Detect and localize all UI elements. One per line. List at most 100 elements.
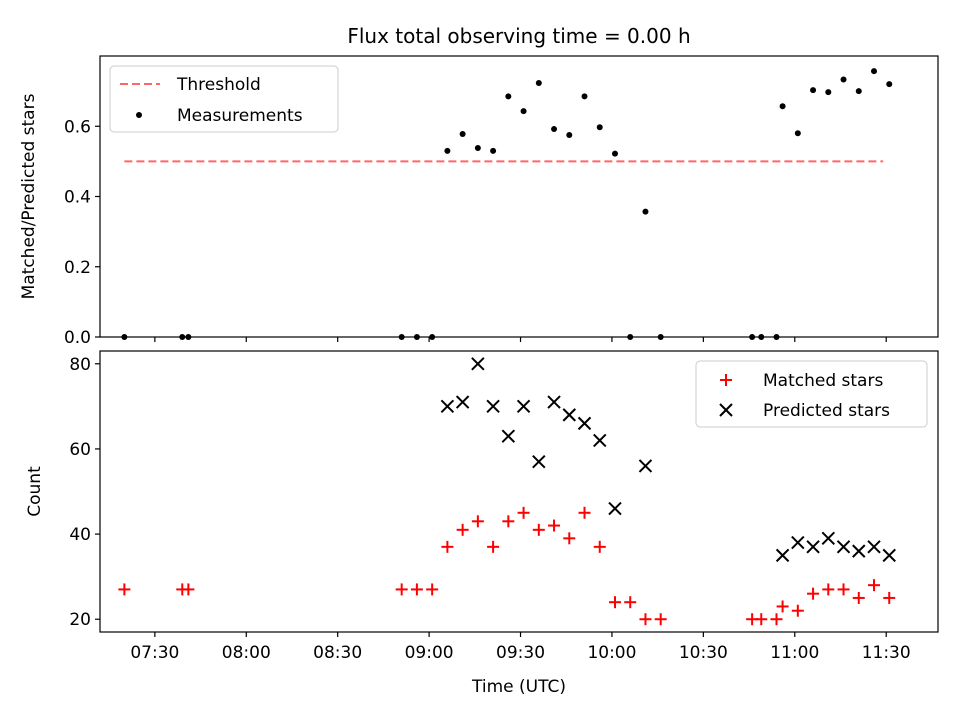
predicted-star-point	[638, 459, 653, 473]
matched-star-point	[624, 596, 637, 609]
measurement-point	[749, 334, 756, 340]
measurement-point	[642, 208, 649, 215]
predicted-star-point	[547, 395, 561, 409]
x-b	[836, 540, 851, 554]
matched-star-point	[593, 540, 606, 553]
x-b	[806, 540, 820, 554]
y-tick-label: 20	[69, 610, 91, 630]
legend: Matched stars Predicted stars	[695, 360, 928, 428]
y-tick-label: 0.2	[64, 258, 91, 278]
measurement-point	[490, 147, 497, 154]
matched-star-point	[182, 583, 195, 596]
measurement-point	[398, 334, 405, 340]
measurement-point	[520, 108, 527, 115]
predicted-star-point	[516, 399, 531, 414]
measurement-point	[185, 334, 192, 340]
measurement-point	[840, 76, 847, 83]
measurement-point	[627, 334, 634, 340]
measurement-point	[535, 80, 542, 87]
y-tick-label: 0.0	[64, 328, 91, 348]
measurement-point	[444, 147, 451, 154]
measurement-point	[581, 93, 588, 100]
data-points	[121, 68, 893, 340]
matched-star-point	[532, 523, 545, 536]
y-axis-label: Matched/Predicted stars	[19, 93, 39, 299]
x-b	[486, 399, 500, 414]
matched-star-point	[883, 591, 896, 604]
matched-star-point	[441, 540, 454, 553]
measurement-point	[413, 334, 420, 340]
x-b	[471, 357, 485, 371]
x-tick-label: 09:00	[405, 643, 454, 663]
predicted-star-point	[882, 548, 896, 563]
x-b	[593, 433, 607, 448]
x-b	[532, 454, 546, 469]
y-tick-label: 0.4	[64, 188, 91, 208]
predicted-star-point	[867, 540, 881, 554]
predicted-star-point	[852, 544, 866, 558]
legend-box	[695, 360, 928, 428]
measurement-point	[779, 103, 786, 110]
measurement-point	[611, 150, 618, 157]
predicted-star-point	[775, 548, 790, 563]
measurement-point	[121, 334, 128, 340]
measurement-point	[810, 87, 817, 94]
matched-star-point	[563, 532, 576, 545]
predicted-star-point	[608, 501, 622, 516]
x-b	[547, 395, 561, 409]
predicted-star-point	[455, 395, 470, 409]
bottom-panel: 20 40 60 80 07:30 08:00 08:30 09:00 09:30 10:00 10…	[25, 350, 939, 697]
y-tick-label: 0.6	[64, 117, 91, 137]
legend-matched-label: Matched stars	[763, 371, 883, 391]
matched-star-point	[548, 519, 561, 532]
matched-star-point	[868, 579, 881, 592]
matched-star-point	[410, 583, 423, 596]
x-b	[608, 501, 622, 516]
matched-star-point	[487, 540, 500, 553]
axes-frame	[99, 350, 939, 633]
matched-star-point	[608, 596, 621, 609]
y-tick-label: 80	[69, 355, 91, 375]
matched-star-point	[502, 515, 515, 528]
matched-star-point	[517, 506, 530, 519]
measurement-point	[886, 81, 893, 88]
x-b	[516, 399, 531, 414]
measurement-point	[773, 334, 780, 340]
predicted-star-point	[440, 399, 455, 414]
x-b	[821, 531, 836, 546]
measurement-point	[794, 130, 801, 137]
matched-star-point	[654, 613, 667, 626]
matched-star-point	[776, 600, 789, 613]
x-tick-label: 11:00	[770, 643, 819, 663]
x-b	[577, 416, 592, 431]
predicted-star-point	[562, 408, 576, 422]
x-tick-label: 07:30	[130, 643, 179, 663]
x-b	[852, 544, 866, 558]
predicted-star-point	[593, 433, 607, 448]
x-tick-label: 11:30	[862, 643, 911, 663]
x-tick-label: 09:30	[496, 643, 545, 663]
matched-star-point	[578, 506, 591, 519]
x-b	[562, 408, 576, 422]
legend-predicted-swatch-b	[719, 403, 733, 417]
x-tick-label: 10:00	[587, 643, 636, 663]
predicted-star-point	[577, 416, 592, 431]
measurement-point	[855, 88, 862, 95]
measurement-point	[429, 334, 436, 340]
predicted-star-point	[836, 540, 851, 554]
predicted-star-point	[806, 540, 820, 554]
x-b	[775, 548, 790, 563]
predicted-star-point	[821, 531, 836, 546]
matched-star-point	[118, 583, 131, 596]
measurement-point	[657, 334, 664, 340]
predicted-star-point	[501, 429, 516, 443]
x-b	[882, 548, 896, 563]
matched-star-point	[639, 613, 652, 626]
legend-box	[109, 65, 339, 133]
x-b	[638, 459, 653, 473]
measurement-point	[566, 132, 573, 139]
measurement-point	[505, 93, 512, 100]
x-tick-label: 08:30	[313, 643, 362, 663]
matched-star-point	[822, 583, 835, 596]
